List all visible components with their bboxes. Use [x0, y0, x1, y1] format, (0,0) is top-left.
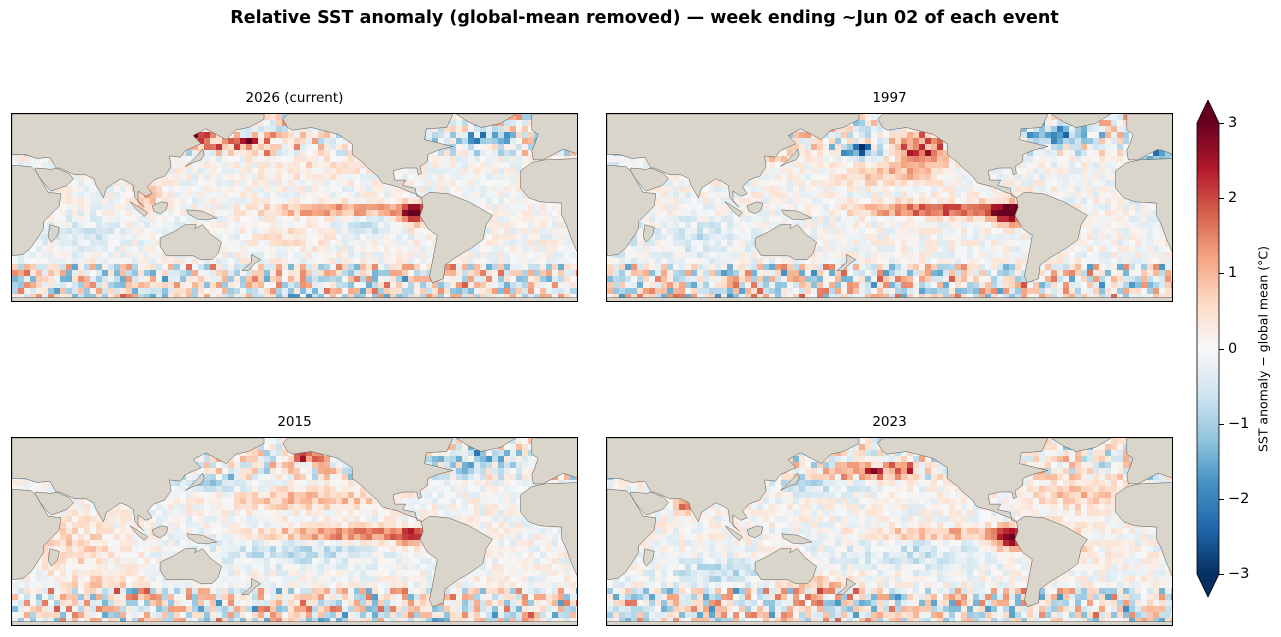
- landmass-namerica: [282, 114, 454, 198]
- colorbar-tick-mark: [1219, 123, 1224, 124]
- landmass-eurasia: [607, 438, 860, 532]
- colorbar-tick-label: −3: [1228, 566, 1250, 582]
- landmass-greenland: [1050, 438, 1112, 452]
- landmass-australia: [159, 224, 222, 261]
- landmass-namerica: [877, 438, 1049, 522]
- map-canvas: [607, 438, 1172, 625]
- landmass-greenland: [455, 114, 517, 128]
- landmass-borneo: [151, 201, 169, 215]
- landmass-europe2: [1126, 438, 1172, 485]
- landmass-eurasia: [12, 438, 265, 532]
- land-mask: [12, 438, 577, 625]
- map-panel-1997: [606, 113, 1173, 302]
- colorbar-tick-mark: [1219, 499, 1224, 500]
- landmass-newzealand: [241, 577, 262, 595]
- panel-title-2026: 2026 (current): [245, 90, 344, 106]
- colorbar-tick-label: −2: [1228, 491, 1250, 507]
- map-canvas: [12, 438, 577, 625]
- colorbar-extend-min: [1197, 574, 1219, 597]
- landmass-madagascar: [47, 224, 60, 243]
- landmass-australia: [754, 224, 817, 261]
- landmass-samerica: [419, 516, 493, 608]
- landmass-sumatra: [724, 201, 743, 217]
- landmass-arabia: [35, 491, 74, 516]
- landmass-newguinea: [781, 533, 813, 544]
- landmass-borneo: [151, 525, 169, 539]
- panel-title-2023: 2023: [872, 414, 907, 430]
- colorbar-tick-mark: [1219, 273, 1224, 274]
- landmass-antarctica: [12, 297, 577, 301]
- colorbar-body: [1197, 123, 1219, 574]
- colorbar-extend-max: [1197, 100, 1219, 123]
- landmass-madagascar: [642, 548, 655, 567]
- landmass-newguinea: [781, 209, 813, 220]
- landmass-namerica: [282, 438, 454, 522]
- landmass-greenland: [1050, 114, 1112, 128]
- landmass-antarctica: [607, 621, 1172, 625]
- landmass-japan: [185, 472, 205, 491]
- colorbar-tick-label: 2: [1228, 190, 1238, 206]
- landmass-samerica: [1014, 516, 1088, 608]
- landmass-antarctica: [607, 297, 1172, 301]
- map-canvas: [12, 114, 577, 301]
- landmass-greenland: [455, 438, 517, 452]
- panel-title-1997: 1997: [872, 90, 907, 106]
- landmass-newzealand: [836, 577, 857, 595]
- landmass-samerica: [419, 192, 493, 284]
- landmass-antarctica: [12, 621, 577, 625]
- landmass-japan: [185, 148, 205, 167]
- landmass-newguinea: [186, 533, 218, 544]
- colorbar-tick-label: 0: [1228, 341, 1238, 357]
- colorbar-tick-mark: [1219, 198, 1224, 199]
- colorbar: [1196, 99, 1220, 598]
- landmass-westafrica: [520, 158, 577, 252]
- colorbar-label: SST anomaly − global mean (°C): [1255, 245, 1271, 453]
- landmass-japan: [780, 472, 800, 491]
- landmass-eurasia: [12, 114, 265, 208]
- colorbar-tick-label: 1: [1228, 265, 1238, 281]
- landmass-europe2: [1126, 114, 1172, 161]
- landmass-samerica: [1014, 192, 1088, 284]
- landmass-westafrica: [1115, 482, 1172, 576]
- landmass-arabia: [630, 167, 669, 192]
- land-mask: [12, 114, 577, 301]
- landmass-japan: [780, 148, 800, 167]
- map-panel-2026: [11, 113, 578, 302]
- map-canvas: [607, 114, 1172, 301]
- landmass-borneo: [746, 525, 764, 539]
- colorbar-tick-mark: [1219, 424, 1224, 425]
- colorbar-graphic: [1196, 99, 1220, 598]
- landmass-arabia: [630, 491, 669, 516]
- land-mask: [607, 438, 1172, 625]
- landmass-sumatra: [129, 201, 148, 217]
- landmass-arabia: [35, 167, 74, 192]
- landmass-eurasia: [607, 114, 860, 208]
- landmass-madagascar: [47, 548, 60, 567]
- landmass-namerica: [877, 114, 1049, 198]
- landmass-europe2: [531, 438, 577, 485]
- landmass-borneo: [746, 201, 764, 215]
- landmass-europe2: [531, 114, 577, 161]
- landmass-newguinea: [186, 209, 218, 220]
- landmass-sumatra: [724, 525, 743, 541]
- landmass-madagascar: [642, 224, 655, 243]
- colorbar-tick-label: 3: [1228, 115, 1238, 131]
- landmass-newzealand: [241, 253, 262, 271]
- map-panel-2023: [606, 437, 1173, 626]
- landmass-australia: [159, 548, 222, 585]
- colorbar-tick-mark: [1219, 349, 1224, 350]
- landmass-westafrica: [520, 482, 577, 576]
- map-panel-2015: [11, 437, 578, 626]
- land-mask: [607, 114, 1172, 301]
- colorbar-tick-mark: [1219, 574, 1224, 575]
- landmass-newzealand: [836, 253, 857, 271]
- landmass-westafrica: [1115, 158, 1172, 252]
- panel-title-2015: 2015: [277, 414, 312, 430]
- colorbar-tick-label: −1: [1228, 416, 1250, 432]
- landmass-sumatra: [129, 525, 148, 541]
- figure-title: Relative SST anomaly (global-mean remove…: [230, 8, 1059, 28]
- landmass-australia: [754, 548, 817, 585]
